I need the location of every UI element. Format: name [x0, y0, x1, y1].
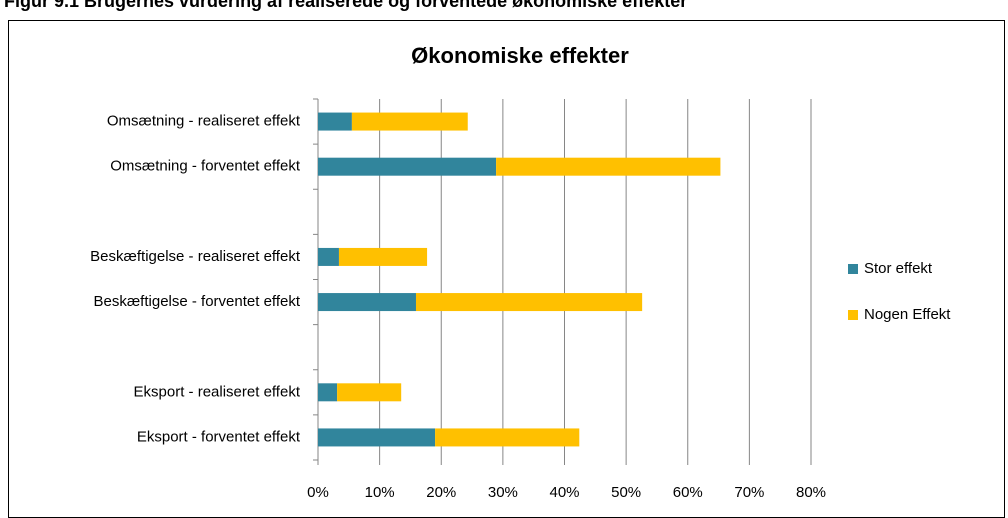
bar — [351, 112, 468, 131]
y-tick-label: Beskæftigelse - realiseret effekt — [90, 248, 301, 265]
bar — [435, 428, 580, 447]
y-tick-label: Omsætning - forventet effekt — [110, 158, 301, 175]
x-tick-label: 0% — [307, 484, 329, 501]
y-tick-label: Omsætning - realiseret effekt — [107, 113, 301, 130]
legend-label: Stor effekt — [864, 260, 933, 277]
x-tick-label: 30% — [488, 484, 518, 501]
x-tick-label: 20% — [426, 484, 456, 501]
y-tick-label: Eksport - realiseret effekt — [134, 383, 301, 400]
bar — [318, 293, 416, 312]
y-tick-label: Beskæftigelse - forventet effekt — [94, 293, 301, 310]
bar — [318, 157, 497, 176]
x-tick-label: 10% — [365, 484, 395, 501]
chart-title: Økonomiske effekter — [411, 43, 629, 68]
x-tick-label: 70% — [734, 484, 764, 501]
legend-label: Nogen Effekt — [864, 306, 951, 323]
legend-swatch — [848, 264, 858, 274]
x-tick-label: 50% — [611, 484, 641, 501]
legend-swatch — [848, 310, 858, 320]
x-tick-label: 80% — [796, 484, 826, 501]
bar — [318, 383, 338, 402]
x-tick-label: 40% — [549, 484, 579, 501]
bar — [496, 157, 721, 176]
bar — [338, 247, 428, 266]
bar — [318, 428, 436, 447]
x-tick-label: 60% — [673, 484, 703, 501]
bar — [415, 293, 643, 312]
figure-heading: Figur 9.1 Brugernes vurdering af realise… — [4, 0, 687, 11]
bar — [318, 247, 339, 266]
bar — [318, 112, 352, 131]
y-tick-label: Eksport - forventet effekt — [137, 428, 301, 445]
bar — [337, 383, 402, 402]
